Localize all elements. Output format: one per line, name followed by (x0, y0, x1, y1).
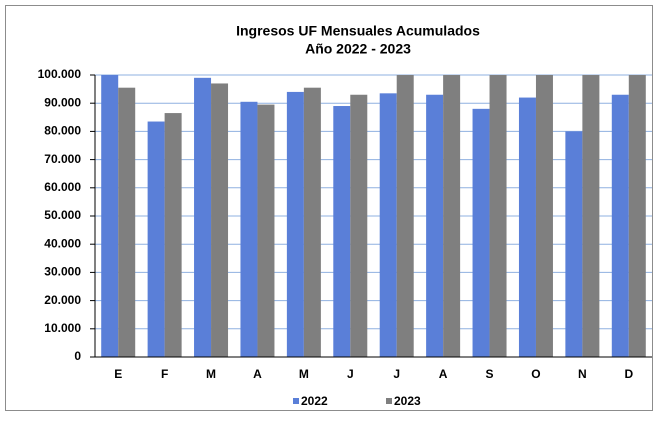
x-tick-label: F (161, 367, 168, 381)
bar (101, 75, 119, 357)
bar (472, 108, 490, 357)
x-tick-label: O (531, 367, 540, 381)
bar (396, 75, 414, 357)
x-tick-label: J (393, 367, 400, 381)
chart-title: Ingresos UF Mensuales Acumulados (236, 23, 480, 39)
y-tick-label: 80.000 (44, 124, 81, 138)
bar (379, 93, 397, 357)
bar (611, 94, 629, 358)
x-tick-label: A (439, 367, 448, 381)
y-tick-label: 70.000 (44, 152, 81, 166)
bar (194, 77, 212, 357)
y-tick-label: 90.000 (44, 95, 81, 109)
bar (240, 101, 258, 357)
x-tick-label: N (578, 367, 587, 381)
bar (211, 83, 229, 358)
y-tick-label: 20.000 (44, 293, 81, 307)
x-tick-label: J (347, 367, 354, 381)
bar (518, 97, 536, 357)
legend-label: 2023 (394, 394, 421, 408)
bar (628, 75, 646, 357)
legend-label: 2022 (301, 394, 328, 408)
y-tick-label: 50.000 (44, 208, 81, 222)
bar (118, 87, 136, 357)
y-tick-label: 60.000 (44, 180, 81, 194)
bar (147, 121, 165, 357)
y-tick-label: 10.000 (44, 321, 81, 335)
x-tick-label: D (624, 367, 633, 381)
bar (582, 75, 600, 357)
chart-subtitle: Año 2022 - 2023 (305, 41, 411, 57)
bar (303, 87, 321, 357)
x-tick-label: E (114, 367, 122, 381)
bar (286, 91, 304, 358)
x-tick-label: A (253, 367, 262, 381)
bar (333, 106, 351, 358)
bar (565, 131, 583, 357)
y-tick-label: 40.000 (44, 236, 81, 250)
bar (489, 75, 507, 357)
y-tick-label: 30.000 (44, 265, 81, 279)
x-tick-label: S (486, 367, 494, 381)
x-tick-label: M (206, 367, 216, 381)
y-tick-label: 0 (74, 349, 81, 363)
x-tick-label: M (299, 367, 309, 381)
bar (257, 104, 275, 357)
bar (350, 94, 368, 358)
y-tick-label: 100.000 (38, 67, 82, 81)
bar (443, 75, 461, 357)
legend-swatch (293, 398, 299, 404)
bar (426, 94, 444, 358)
legend-swatch (386, 398, 392, 404)
bar (164, 113, 182, 357)
bar (535, 75, 553, 357)
